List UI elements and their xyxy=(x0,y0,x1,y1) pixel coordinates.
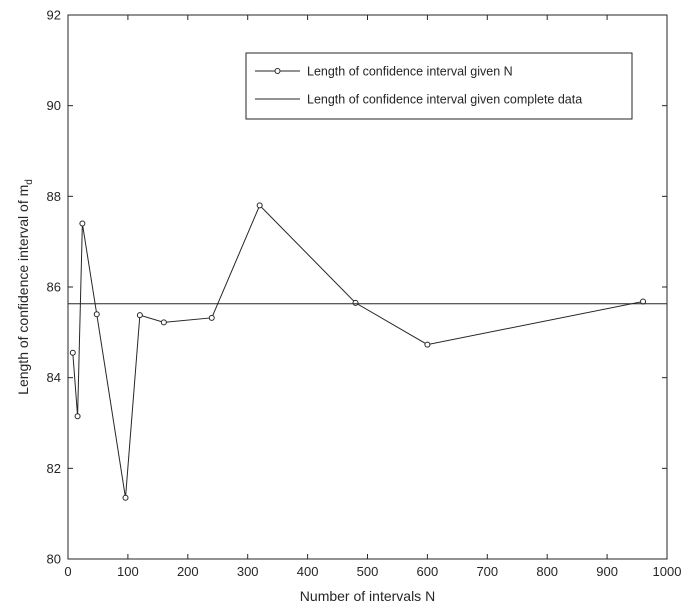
y-tick-label-1: 82 xyxy=(47,461,61,476)
data-point-3 xyxy=(79,220,86,227)
x-tick-label-6: 600 xyxy=(417,564,439,579)
svg-text:Length of confidence interval: Length of confidence interval of md xyxy=(15,179,35,395)
y-axis-label: Length of confidence interval of md xyxy=(15,179,35,395)
legend-marker-series-1 xyxy=(274,68,281,74)
series-layer xyxy=(68,202,667,501)
data-point-4 xyxy=(93,311,100,318)
data-point-12 xyxy=(640,298,647,305)
legend-label-series-1: Length of confidence interval given N xyxy=(307,65,513,79)
data-point-11 xyxy=(424,341,431,348)
x-tick-label-4: 400 xyxy=(297,564,319,579)
data-point-8 xyxy=(208,314,215,321)
data-point-7 xyxy=(160,319,167,326)
x-tick-label-2: 200 xyxy=(177,564,199,579)
y-tick-label-0: 80 xyxy=(47,552,61,567)
y-axis-label-main: Length of confidence interval of m xyxy=(15,185,31,395)
x-tick-label-10: 1000 xyxy=(653,564,682,579)
y-tick-label-5: 90 xyxy=(47,98,61,113)
data-point-9 xyxy=(256,202,263,209)
series-line-1 xyxy=(72,204,644,498)
x-tick-label-0: 0 xyxy=(64,564,71,579)
x-tick-label-5: 500 xyxy=(357,564,379,579)
legend-box xyxy=(245,52,633,120)
y-axis-label-subscript: d xyxy=(24,179,35,185)
data-point-1 xyxy=(69,349,76,356)
data-point-10 xyxy=(352,299,359,306)
x-tick-label-9: 900 xyxy=(596,564,618,579)
legend-label-series-2: Length of confidence interval given comp… xyxy=(307,93,582,107)
y-tick-label-3: 86 xyxy=(47,280,61,295)
data-point-2 xyxy=(74,413,81,420)
y-tick-label-4: 88 xyxy=(47,189,61,204)
y-tick-label-2: 84 xyxy=(47,370,61,385)
legend: Length of confidence interval given N Le… xyxy=(245,52,633,120)
x-axis-label: Number of intervals N xyxy=(300,588,435,604)
x-tick-label-3: 300 xyxy=(237,564,259,579)
data-point-6 xyxy=(136,312,143,319)
axes-ticks: 0 100 200 300 400 500 600 700 800 900 1000 80 82 84 86… xyxy=(47,8,682,580)
x-tick-label-8: 800 xyxy=(536,564,558,579)
x-tick-label-1: 100 xyxy=(117,564,139,579)
x-tick-label-7: 700 xyxy=(476,564,498,579)
y-tick-label-6: 92 xyxy=(47,8,61,23)
data-point-5 xyxy=(122,494,129,501)
